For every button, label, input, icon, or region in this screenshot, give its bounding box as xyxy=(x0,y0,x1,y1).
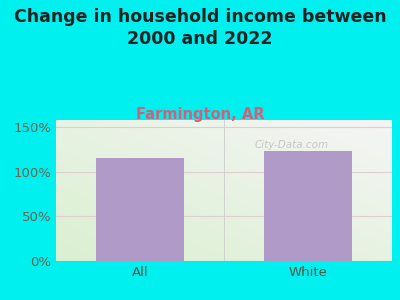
Bar xyxy=(264,151,352,261)
Text: Change in household income between
2000 and 2022: Change in household income between 2000 … xyxy=(14,8,386,48)
Text: City-Data.com: City-Data.com xyxy=(254,140,328,150)
Text: Farmington, AR: Farmington, AR xyxy=(136,106,264,122)
Bar xyxy=(96,158,184,261)
